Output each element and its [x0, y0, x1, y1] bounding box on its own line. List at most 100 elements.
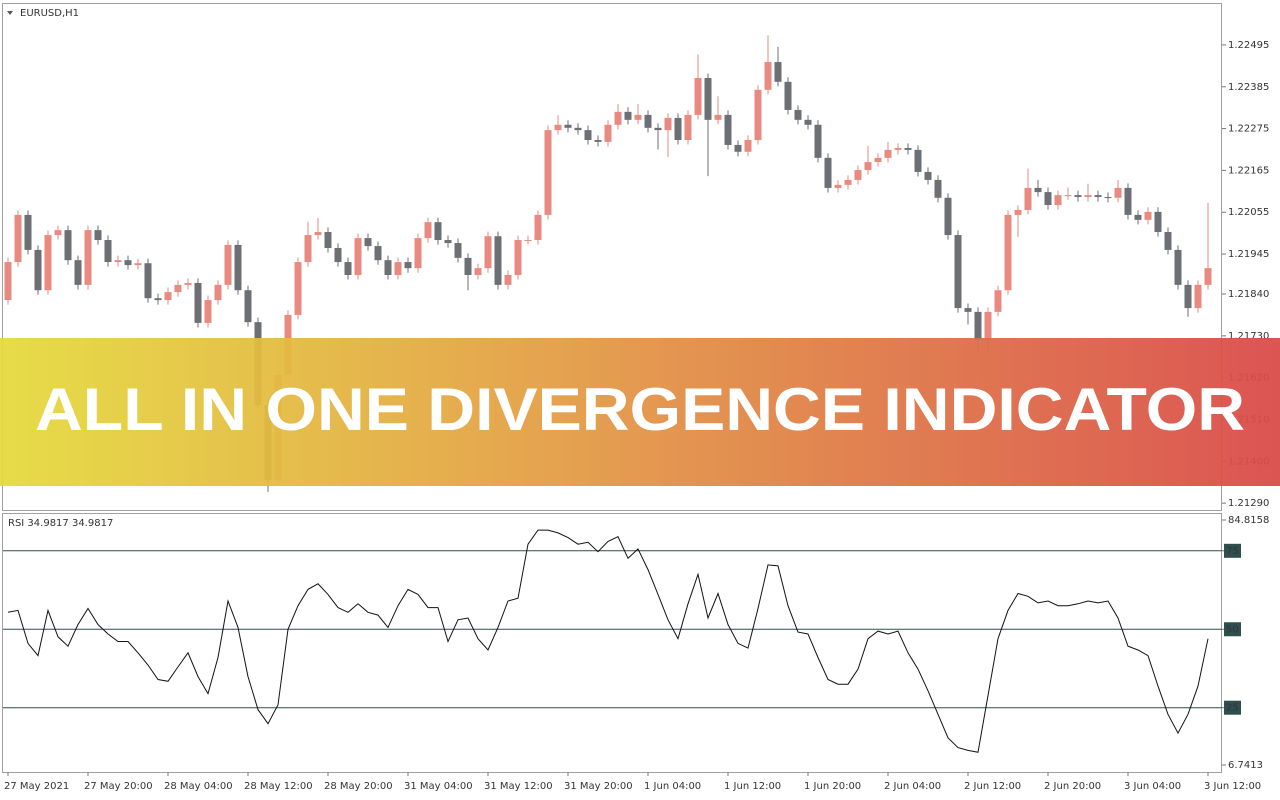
candle-body	[1004, 214, 1012, 291]
candle-body	[574, 127, 582, 131]
candle-body	[1044, 192, 1052, 206]
candle-body	[534, 214, 542, 241]
candle-body	[34, 249, 42, 291]
x-tick-label: 28 May 20:00	[324, 781, 393, 792]
candle-body	[1114, 187, 1122, 198]
y-tick-label: 1.21840	[1228, 289, 1269, 300]
candle-body	[714, 114, 722, 120]
candle-body	[1194, 284, 1202, 309]
level-tag	[1224, 622, 1241, 637]
candle-body	[464, 257, 472, 275]
candle-body	[414, 238, 422, 269]
x-tick-label: 1 Jun 12:00	[724, 781, 781, 792]
candle-body	[1024, 187, 1032, 210]
x-tick-label: 2 Jun 20:00	[1044, 781, 1101, 792]
candle-body	[814, 124, 822, 158]
candle-body	[884, 149, 892, 158]
candle-body	[934, 179, 942, 198]
candle-body	[774, 62, 782, 82]
x-tick-label: 3 Jun 04:00	[1124, 781, 1181, 792]
y-tick-label: 25	[1226, 703, 1239, 714]
candle-body	[634, 114, 642, 120]
candle-body	[324, 232, 332, 248]
candle-body	[54, 230, 62, 236]
candle-body	[314, 232, 322, 236]
candle-body	[1084, 195, 1092, 198]
candle-body	[444, 240, 452, 244]
candle-body	[204, 300, 212, 323]
y-tick-label: 50	[1226, 624, 1239, 635]
candle-body	[504, 274, 512, 285]
candle-body	[194, 282, 202, 323]
x-tick-label: 1 Jun 04:00	[644, 781, 701, 792]
candle-body	[1134, 214, 1142, 220]
rsi-line	[7, 529, 1209, 753]
candle-body	[954, 235, 962, 309]
x-tick-label: 1 Jun 20:00	[804, 781, 861, 792]
rsi-panel	[2, 513, 1222, 773]
candle-body	[604, 124, 612, 142]
candle-body	[694, 78, 702, 115]
candle-body	[1184, 284, 1192, 309]
candle-body	[684, 114, 692, 140]
level-tag	[1224, 700, 1241, 715]
candle-body	[804, 119, 812, 125]
candle-body	[1014, 209, 1022, 215]
candle-body	[1104, 197, 1112, 199]
candle-body	[1174, 249, 1182, 285]
candle-body	[184, 282, 192, 285]
candle-body	[1054, 195, 1062, 206]
candle-body	[554, 124, 562, 131]
candle-body	[764, 62, 772, 90]
candle-body	[844, 179, 852, 185]
candle-body	[964, 308, 972, 312]
candle-body	[834, 184, 842, 188]
candle-body	[734, 144, 742, 152]
candle-body	[624, 111, 632, 120]
candle-body	[1124, 187, 1132, 215]
candle-body	[374, 246, 382, 261]
banner-bg	[0, 338, 1280, 486]
y-tick-label: 84.8158	[1228, 515, 1269, 526]
candle-body	[1164, 232, 1172, 250]
candle-body	[824, 157, 832, 188]
candle-body	[94, 230, 102, 241]
candle-body	[304, 235, 312, 263]
candle-body	[154, 298, 162, 301]
level-tag	[1224, 543, 1241, 558]
candle-body	[124, 260, 132, 266]
candle-body	[654, 127, 662, 131]
symbol-menu[interactable]	[7, 11, 13, 15]
x-tick-label: 2 Jun 04:00	[884, 781, 941, 792]
candle-body	[894, 147, 902, 150]
candle-body	[144, 263, 152, 299]
candle-body	[1094, 195, 1102, 198]
candle-body	[424, 222, 432, 239]
candle-body	[584, 130, 592, 140]
y-tick-label: 1.22055	[1228, 207, 1269, 218]
x-tick-label: 31 May 20:00	[564, 781, 633, 792]
candle-body	[84, 230, 92, 285]
candle-body	[1144, 211, 1152, 220]
y-tick-label: 1.22385	[1228, 82, 1269, 93]
x-tick-label: 28 May 12:00	[244, 781, 313, 792]
candle-body	[594, 139, 602, 142]
x-tick-label: 2 Jun 12:00	[964, 781, 1021, 792]
candle-body	[214, 284, 222, 301]
candle-body	[644, 114, 652, 128]
candle-body	[74, 260, 82, 285]
candle-body	[874, 157, 882, 163]
candle-body	[484, 236, 492, 269]
candle-body	[704, 78, 712, 120]
candle-body	[974, 311, 982, 341]
banner: ALL IN ONE DIVERGENCE INDICATOR	[0, 338, 1280, 486]
banner-text: ALL IN ONE DIVERGENCE INDICATOR	[35, 376, 1245, 443]
rsi-label: RSI 34.9817 34.9817	[8, 518, 113, 529]
candle-body	[754, 89, 762, 140]
x-tick-label: 27 May 20:00	[84, 781, 153, 792]
candle-body	[614, 111, 622, 125]
candle-body	[134, 263, 142, 266]
candle-body	[664, 117, 672, 131]
y-tick-label: 6.7413	[1228, 760, 1263, 771]
